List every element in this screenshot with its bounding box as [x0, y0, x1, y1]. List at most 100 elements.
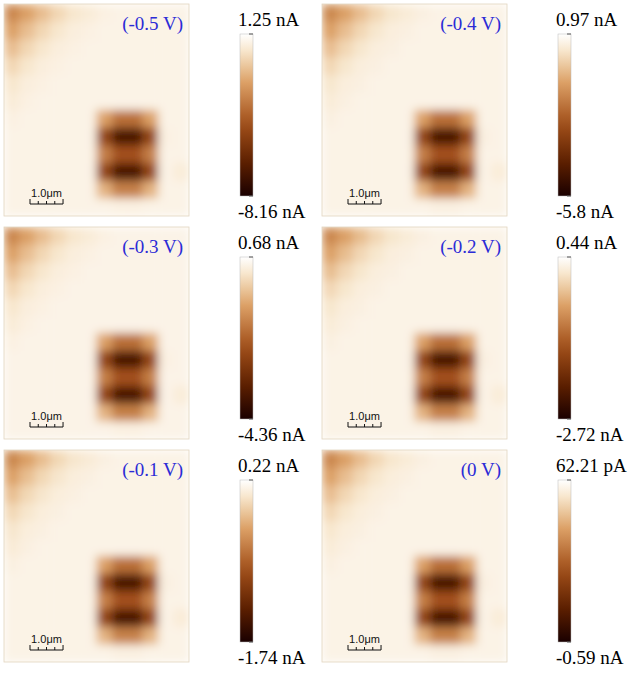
heatmap-cell	[127, 298, 143, 316]
colorbar-tick	[567, 196, 571, 197]
heatmap-cell	[81, 128, 97, 146]
heatmap-cell	[35, 4, 51, 22]
heatmap-cell	[35, 39, 51, 57]
heatmap-cell	[415, 298, 431, 316]
heatmap-cell	[461, 39, 477, 57]
heatmap-cell	[50, 57, 66, 75]
heatmap-cell	[97, 39, 113, 57]
heatmap-cell	[337, 521, 353, 539]
heatmap-cell	[368, 333, 384, 351]
heatmap-cell	[4, 245, 20, 263]
heatmap-cell	[4, 227, 20, 245]
heatmap-cell	[112, 333, 128, 351]
heatmap-cell	[143, 521, 159, 539]
heatmap-cell	[143, 298, 159, 316]
heatmap-cell	[127, 351, 143, 369]
heatmap-cell	[4, 92, 20, 110]
heatmap-cell	[35, 609, 51, 627]
heatmap-cell	[19, 644, 35, 662]
scale-bar: 1.0μm	[348, 187, 381, 204]
heatmap-cell	[322, 22, 338, 40]
heatmap-cell	[322, 75, 338, 93]
scale-bar-tick	[46, 201, 47, 204]
heatmap-cell	[4, 609, 20, 627]
heatmap-cell	[384, 450, 400, 468]
heatmap-cell	[81, 644, 97, 662]
heatmap-cell	[158, 368, 174, 386]
scale-bar-tick	[372, 647, 373, 650]
heatmap-cell	[445, 627, 461, 645]
colorbar-tick	[249, 419, 253, 420]
heatmap-cell	[35, 450, 51, 468]
heatmap-cell	[415, 75, 431, 93]
heatmap-cell	[158, 574, 174, 592]
heatmap-cell	[384, 198, 400, 216]
heatmap-cell	[19, 227, 35, 245]
heatmap-cells	[322, 227, 507, 439]
heatmap-cell	[143, 315, 159, 333]
heatmap-cell	[81, 538, 97, 556]
heatmap-cell	[4, 262, 20, 280]
heatmap-cell	[127, 421, 143, 439]
heatmap-cell	[415, 556, 431, 574]
heatmap-cell	[337, 644, 353, 662]
heatmap-cell	[384, 227, 400, 245]
heatmap-cell	[337, 421, 353, 439]
heatmap-cell	[143, 163, 159, 181]
heatmap-cell	[368, 198, 384, 216]
heatmap-cell	[461, 574, 477, 592]
heatmap-cell	[445, 404, 461, 422]
heatmap-cell	[174, 485, 189, 503]
heatmap-cell	[97, 198, 113, 216]
colorbar-tick-label: -8.16 nA	[238, 201, 306, 222]
heatmap-cell	[322, 627, 338, 645]
heatmap-cell	[19, 556, 35, 574]
heatmap-cell	[399, 609, 415, 627]
heatmap-cell	[174, 503, 189, 521]
heatmap-cell	[476, 75, 492, 93]
heatmap-cell	[322, 110, 338, 128]
heatmap-cell	[97, 521, 113, 539]
heatmap-cell	[415, 450, 431, 468]
heatmap-cell	[322, 386, 338, 404]
heatmap-cell	[337, 227, 353, 245]
heatmap-cell	[4, 198, 20, 216]
heatmap-cell	[368, 39, 384, 57]
heatmap-cell	[384, 609, 400, 627]
heatmap-cell	[337, 333, 353, 351]
heatmap-cell	[384, 574, 400, 592]
heatmap-cell	[353, 315, 369, 333]
heatmap-cell	[35, 503, 51, 521]
heatmap-cell	[384, 75, 400, 93]
heatmap-cell	[353, 4, 369, 22]
heatmap-cell	[492, 404, 507, 422]
heatmap-cell	[4, 128, 20, 146]
scale-bar-tick	[63, 199, 64, 204]
heatmap-cell	[461, 198, 477, 216]
heatmap-cell	[19, 163, 35, 181]
heatmap-cell	[368, 591, 384, 609]
heatmap-cell	[35, 75, 51, 93]
heatmap-cell	[461, 75, 477, 93]
heatmap-cell	[415, 485, 431, 503]
heatmap-cell	[415, 181, 431, 199]
heatmap-cell	[322, 538, 338, 556]
heatmap-cell	[174, 627, 189, 645]
heatmap-cell	[66, 163, 82, 181]
scale-bar-tick	[30, 422, 31, 427]
heatmap-cell	[368, 92, 384, 110]
heatmap-cell	[445, 181, 461, 199]
heatmap-cell	[353, 333, 369, 351]
heatmap-cell	[476, 39, 492, 57]
heatmap-cell	[127, 128, 143, 146]
scale-bar-tick	[372, 424, 373, 427]
heatmap-cell	[50, 521, 66, 539]
heatmap-cell	[19, 57, 35, 75]
colorbar-tick	[249, 642, 253, 643]
heatmap-cell	[50, 227, 66, 245]
heatmap-cell	[81, 181, 97, 199]
heatmap-cell	[492, 110, 507, 128]
heatmap-cell	[322, 644, 338, 662]
heatmap-cell	[19, 538, 35, 556]
heatmap-cell	[35, 262, 51, 280]
